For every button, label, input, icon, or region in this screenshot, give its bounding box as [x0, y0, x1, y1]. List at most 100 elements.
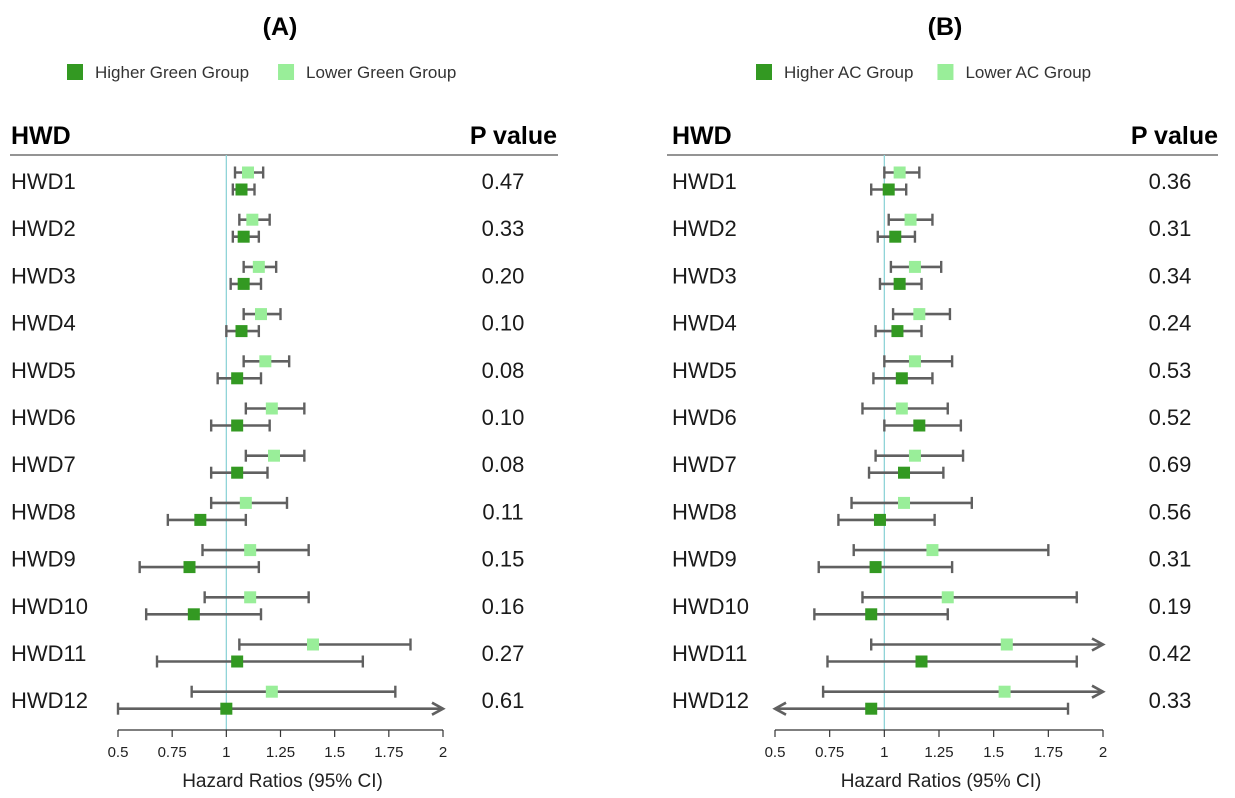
- p-value: 0.08: [482, 452, 525, 477]
- forest-row: HWD7 0.08: [11, 449, 525, 479]
- forest-row: HWD3 0.20: [11, 260, 525, 290]
- legend-swatch: [937, 64, 954, 80]
- legend-swatch: [67, 64, 83, 80]
- higher-ci-arrow-right: [431, 701, 446, 716]
- legend-label: Higher AC Group: [784, 63, 913, 82]
- forest-row: HWD8 0.56: [672, 496, 1191, 526]
- lower-point-estimate: [244, 544, 257, 557]
- legend-label: Lower AC Group: [965, 63, 1091, 82]
- lower-point-estimate: [895, 402, 908, 415]
- p-value: 0.20: [482, 263, 525, 288]
- lower-point-estimate: [246, 213, 259, 226]
- higher-point-estimate: [231, 372, 244, 385]
- forest-row: HWD12 0.61: [11, 685, 525, 716]
- higher-point-estimate: [237, 230, 250, 243]
- p-value: 0.36: [1149, 169, 1192, 194]
- p-value: 0.33: [482, 216, 525, 241]
- higher-point-estimate: [898, 466, 911, 479]
- lower-point-estimate: [904, 213, 917, 226]
- p-value: 0.16: [482, 594, 525, 619]
- lower-point-estimate: [941, 591, 954, 604]
- x-axis-title: Hazard Ratios (95% CI): [841, 771, 1042, 792]
- higher-point-estimate: [882, 183, 895, 196]
- lower-point-estimate: [239, 496, 252, 509]
- x-axis-title: Hazard Ratios (95% CI): [182, 771, 383, 792]
- lower-point-estimate: [265, 402, 278, 415]
- legend-label: Lower Green Group: [306, 63, 456, 82]
- higher-point-estimate: [891, 325, 904, 338]
- higher-point-estimate: [895, 372, 908, 385]
- row-label: HWD12: [672, 688, 749, 713]
- panel-title: (A): [263, 13, 298, 41]
- p-value: 0.24: [1149, 311, 1192, 336]
- row-label: HWD5: [672, 358, 737, 383]
- lower-point-estimate: [893, 166, 906, 179]
- row-label: HWD3: [672, 263, 737, 288]
- p-value: 0.19: [1149, 594, 1192, 619]
- x-tick-label: 1.25: [924, 744, 953, 761]
- p-value: 0.52: [1149, 405, 1192, 430]
- row-label: HWD9: [11, 547, 76, 572]
- lower-point-estimate: [259, 355, 272, 368]
- higher-point-estimate: [913, 419, 926, 432]
- p-value: 0.31: [1149, 547, 1192, 572]
- x-tick-label: 0.75: [815, 744, 844, 761]
- forest-row: HWD2 0.31: [672, 213, 1192, 243]
- lower-point-estimate: [252, 260, 265, 273]
- row-label: HWD12: [11, 688, 88, 713]
- lower-point-estimate: [1000, 638, 1013, 651]
- row-label: HWD10: [11, 594, 88, 619]
- x-tick-label: 1: [222, 744, 230, 761]
- higher-point-estimate: [231, 466, 244, 479]
- higher-point-estimate: [237, 277, 250, 290]
- higher-point-estimate: [869, 561, 882, 574]
- forest-row: HWD6 0.10: [11, 402, 524, 432]
- x-tick-label: 0.5: [765, 744, 786, 761]
- higher-point-estimate: [889, 230, 902, 243]
- lower-point-estimate: [908, 355, 921, 368]
- forest-row: HWD9 0.15: [11, 544, 525, 574]
- row-label: HWD1: [672, 169, 737, 194]
- x-tick-label: 1: [880, 744, 888, 761]
- panel-a: (A) Higher Green Group Lower Green Group HW…: [10, 13, 558, 792]
- lower-point-estimate: [255, 308, 267, 321]
- p-value: 0.31: [1149, 216, 1192, 241]
- p-value: 0.08: [482, 358, 525, 383]
- higher-ci-arrow-left: [772, 701, 787, 716]
- legend-swatch: [278, 64, 295, 80]
- column-header-p-value: P value: [470, 122, 557, 150]
- column-header-p-value: P value: [1131, 122, 1218, 150]
- row-label: HWD1: [11, 169, 76, 194]
- lower-point-estimate: [898, 496, 911, 509]
- p-value: 0.11: [482, 499, 523, 524]
- p-value: 0.53: [1149, 358, 1192, 383]
- row-label: HWD3: [11, 263, 76, 288]
- higher-point-estimate: [235, 325, 248, 338]
- x-tick-label: 1.75: [374, 744, 403, 761]
- row-label: HWD4: [672, 311, 737, 336]
- higher-point-estimate: [915, 655, 928, 668]
- row-label: HWD8: [11, 499, 76, 524]
- p-value: 0.61: [482, 688, 525, 713]
- x-tick-label: 1.5: [983, 744, 1004, 761]
- row-label: HWD11: [11, 641, 86, 666]
- forest-row: HWD12 0.33: [672, 684, 1191, 716]
- higher-point-estimate: [873, 513, 886, 526]
- higher-point-estimate: [865, 702, 878, 715]
- x-tick-label: 1.25: [266, 744, 295, 761]
- p-value: 0.15: [482, 547, 525, 572]
- p-value: 0.42: [1149, 641, 1192, 666]
- forest-row: HWD8 0.11: [11, 496, 524, 526]
- higher-point-estimate: [220, 702, 233, 715]
- row-label: HWD9: [672, 547, 737, 572]
- higher-point-estimate: [194, 513, 207, 526]
- x-tick-label: 1.75: [1034, 744, 1063, 761]
- lower-point-estimate: [908, 260, 921, 273]
- p-value: 0.34: [1149, 263, 1192, 288]
- higher-point-estimate: [183, 561, 196, 574]
- p-value: 0.27: [482, 641, 525, 666]
- lower-point-estimate: [998, 685, 1011, 698]
- higher-point-estimate: [231, 655, 244, 668]
- row-label: HWD4: [11, 311, 76, 336]
